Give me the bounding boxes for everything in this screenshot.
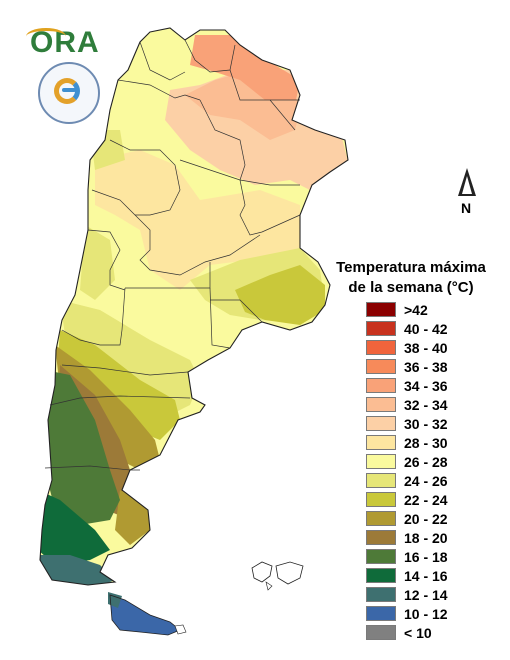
legend-item: 32 - 34 bbox=[366, 395, 448, 414]
tierra-del-fuego bbox=[108, 592, 187, 636]
legend-label: 12 - 14 bbox=[404, 586, 448, 603]
legend-swatch bbox=[366, 321, 396, 336]
ora-logo: ORA bbox=[26, 26, 100, 60]
legend-item: 28 - 30 bbox=[366, 433, 448, 452]
north-arrow: N bbox=[456, 168, 478, 218]
temperature-zone bbox=[45, 370, 120, 525]
legend-item: 20 - 22 bbox=[366, 509, 448, 528]
province-borders bbox=[44, 39, 301, 471]
legend-swatch bbox=[366, 302, 396, 317]
legend-swatch bbox=[366, 549, 396, 564]
legend-label: 26 - 28 bbox=[404, 453, 448, 470]
legend-swatch bbox=[366, 568, 396, 583]
temperature-zone bbox=[95, 150, 300, 290]
legend-label: >42 bbox=[404, 301, 428, 318]
temperature-zone bbox=[58, 330, 180, 440]
legend-swatch bbox=[366, 454, 396, 469]
legend-item: 36 - 38 bbox=[366, 357, 448, 376]
legend-item: < 10 bbox=[366, 623, 448, 642]
seal-emblem-icon bbox=[54, 78, 80, 104]
institute-seal bbox=[38, 62, 100, 124]
legend-item: 22 - 24 bbox=[366, 490, 448, 509]
legend-label: 10 - 12 bbox=[404, 605, 448, 622]
legend-swatch bbox=[366, 378, 396, 393]
legend-swatch bbox=[366, 397, 396, 412]
legend: >42 40 - 42 38 - 40 36 - 38 34 - 36 32 - 34 30… bbox=[366, 300, 448, 642]
legend-item: 16 - 18 bbox=[366, 547, 448, 566]
legend-title-line1: Temperatura máxima bbox=[336, 259, 486, 276]
legend-item: 40 - 42 bbox=[366, 319, 448, 338]
legend-title-line2: de la semana (°C) bbox=[348, 279, 474, 296]
legend-label: 34 - 36 bbox=[404, 377, 448, 394]
legend-label: 16 - 18 bbox=[404, 548, 448, 565]
legend-item: 18 - 20 bbox=[366, 528, 448, 547]
legend-item: >42 bbox=[366, 300, 448, 319]
legend-label: 36 - 38 bbox=[404, 358, 448, 375]
legend-swatch bbox=[366, 606, 396, 621]
temperature-zone bbox=[190, 35, 300, 100]
legend-label: < 10 bbox=[404, 624, 432, 641]
legend-item: 30 - 32 bbox=[366, 414, 448, 433]
legend-label: 20 - 22 bbox=[404, 510, 448, 527]
legend-swatch bbox=[366, 473, 396, 488]
legend-label: 38 - 40 bbox=[404, 339, 448, 356]
legend-label: 24 - 26 bbox=[404, 472, 448, 489]
temperature-zone bbox=[80, 225, 115, 300]
legend-title: Temperatura máxima de la semana (°C) bbox=[326, 258, 496, 298]
legend-swatch bbox=[366, 340, 396, 355]
legend-label: 30 - 32 bbox=[404, 415, 448, 432]
legend-swatch bbox=[366, 625, 396, 640]
temperature-zone bbox=[110, 595, 180, 635]
legend-item: 26 - 28 bbox=[366, 452, 448, 471]
legend-swatch bbox=[366, 359, 396, 374]
legend-item: 12 - 14 bbox=[366, 585, 448, 604]
legend-label: 14 - 16 bbox=[404, 567, 448, 584]
legend-label: 32 - 34 bbox=[404, 396, 448, 413]
legend-label: 18 - 20 bbox=[404, 529, 448, 546]
legend-label: 40 - 42 bbox=[404, 320, 448, 337]
temperature-zone bbox=[40, 490, 110, 565]
malvinas-islands bbox=[251, 561, 304, 591]
legend-item: 14 - 16 bbox=[366, 566, 448, 585]
legend-swatch bbox=[366, 587, 396, 602]
temperature-zone bbox=[55, 345, 160, 470]
north-label: N bbox=[461, 200, 472, 216]
temperature-zone bbox=[235, 265, 325, 325]
legend-item: 24 - 26 bbox=[366, 471, 448, 490]
seal-wave-icon bbox=[62, 88, 76, 92]
legend-item: 34 - 36 bbox=[366, 376, 448, 395]
legend-swatch bbox=[366, 435, 396, 450]
legend-swatch bbox=[366, 511, 396, 526]
legend-label: 28 - 30 bbox=[404, 434, 448, 451]
legend-swatch bbox=[366, 492, 396, 507]
legend-label: 22 - 24 bbox=[404, 491, 448, 508]
logo-swoosh-icon bbox=[26, 28, 66, 45]
legend-swatch bbox=[366, 416, 396, 431]
legend-item: 10 - 12 bbox=[366, 604, 448, 623]
legend-item: 38 - 40 bbox=[366, 338, 448, 357]
legend-swatch bbox=[366, 530, 396, 545]
temperature-zone bbox=[108, 592, 122, 608]
